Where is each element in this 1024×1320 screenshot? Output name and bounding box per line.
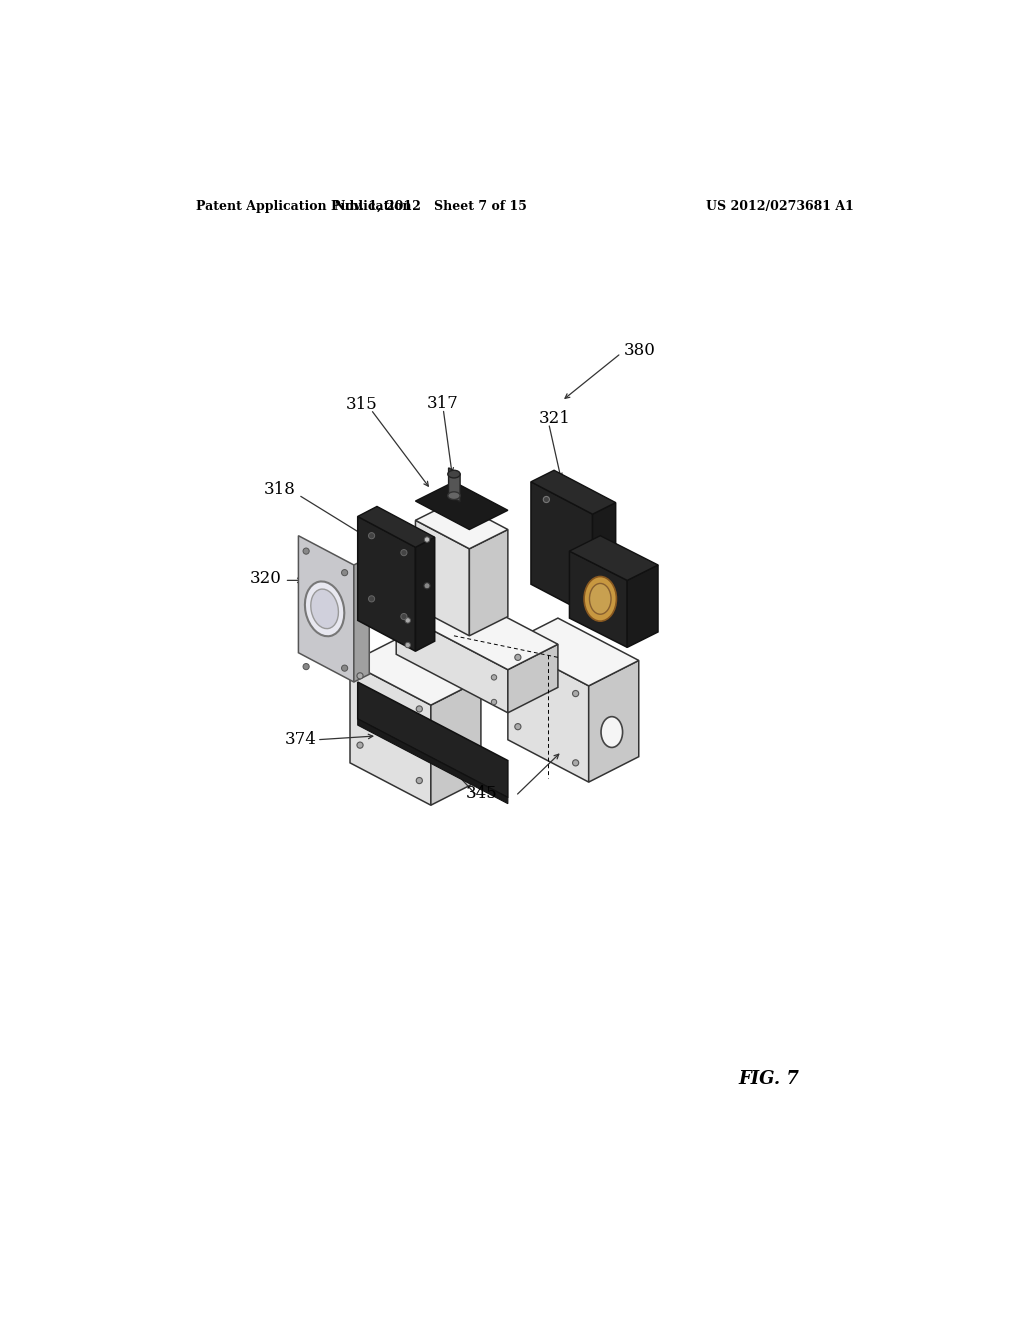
- Polygon shape: [357, 682, 508, 797]
- Circle shape: [303, 664, 309, 669]
- Polygon shape: [508, 618, 639, 686]
- Circle shape: [424, 537, 430, 543]
- Ellipse shape: [584, 577, 616, 622]
- Polygon shape: [416, 537, 435, 651]
- Polygon shape: [593, 503, 615, 616]
- Ellipse shape: [601, 717, 623, 747]
- Text: 315: 315: [346, 396, 378, 413]
- Circle shape: [406, 643, 411, 648]
- Polygon shape: [350, 638, 481, 705]
- Text: FIG. 7: FIG. 7: [739, 1069, 800, 1088]
- Circle shape: [342, 665, 348, 672]
- Ellipse shape: [447, 492, 460, 499]
- Ellipse shape: [447, 470, 460, 478]
- Circle shape: [342, 570, 348, 576]
- Circle shape: [369, 532, 375, 539]
- Polygon shape: [396, 611, 508, 713]
- Circle shape: [406, 618, 411, 623]
- Ellipse shape: [305, 581, 344, 636]
- Text: 380: 380: [624, 342, 655, 359]
- Circle shape: [357, 742, 364, 748]
- Polygon shape: [449, 469, 460, 502]
- Polygon shape: [357, 719, 508, 804]
- Circle shape: [303, 548, 309, 554]
- Circle shape: [416, 706, 422, 711]
- Circle shape: [544, 496, 550, 503]
- Text: 345: 345: [466, 785, 498, 803]
- Polygon shape: [628, 565, 658, 647]
- Text: Nov. 1, 2012   Sheet 7 of 15: Nov. 1, 2012 Sheet 7 of 15: [335, 199, 527, 213]
- Polygon shape: [357, 507, 435, 548]
- Polygon shape: [589, 660, 639, 781]
- Circle shape: [572, 760, 579, 766]
- Polygon shape: [469, 529, 508, 636]
- Polygon shape: [569, 552, 628, 647]
- Circle shape: [572, 690, 579, 697]
- Polygon shape: [396, 586, 558, 669]
- Text: 317: 317: [427, 395, 459, 412]
- Polygon shape: [416, 520, 469, 636]
- Circle shape: [400, 549, 407, 556]
- Circle shape: [515, 723, 521, 730]
- Polygon shape: [569, 536, 658, 581]
- Ellipse shape: [310, 589, 338, 628]
- Polygon shape: [298, 536, 354, 682]
- Circle shape: [424, 582, 430, 589]
- Ellipse shape: [590, 583, 611, 614]
- Circle shape: [357, 673, 364, 678]
- Polygon shape: [508, 644, 589, 781]
- Text: 374: 374: [285, 731, 316, 748]
- Polygon shape: [508, 644, 558, 713]
- Text: 318: 318: [264, 480, 296, 498]
- Polygon shape: [416, 482, 508, 529]
- Polygon shape: [431, 680, 481, 805]
- Text: US 2012/0273681 A1: US 2012/0273681 A1: [707, 199, 854, 213]
- Text: 320: 320: [250, 569, 282, 586]
- Polygon shape: [531, 482, 593, 616]
- Text: Patent Application Publication: Patent Application Publication: [196, 199, 412, 213]
- Circle shape: [400, 614, 407, 619]
- Polygon shape: [354, 557, 370, 682]
- Polygon shape: [350, 663, 431, 805]
- Polygon shape: [357, 516, 416, 651]
- Polygon shape: [531, 470, 615, 515]
- Circle shape: [369, 595, 375, 602]
- Text: 321: 321: [539, 411, 570, 428]
- Circle shape: [515, 655, 521, 660]
- Circle shape: [416, 777, 422, 784]
- Polygon shape: [416, 502, 508, 549]
- Circle shape: [492, 700, 497, 705]
- Circle shape: [492, 675, 497, 680]
